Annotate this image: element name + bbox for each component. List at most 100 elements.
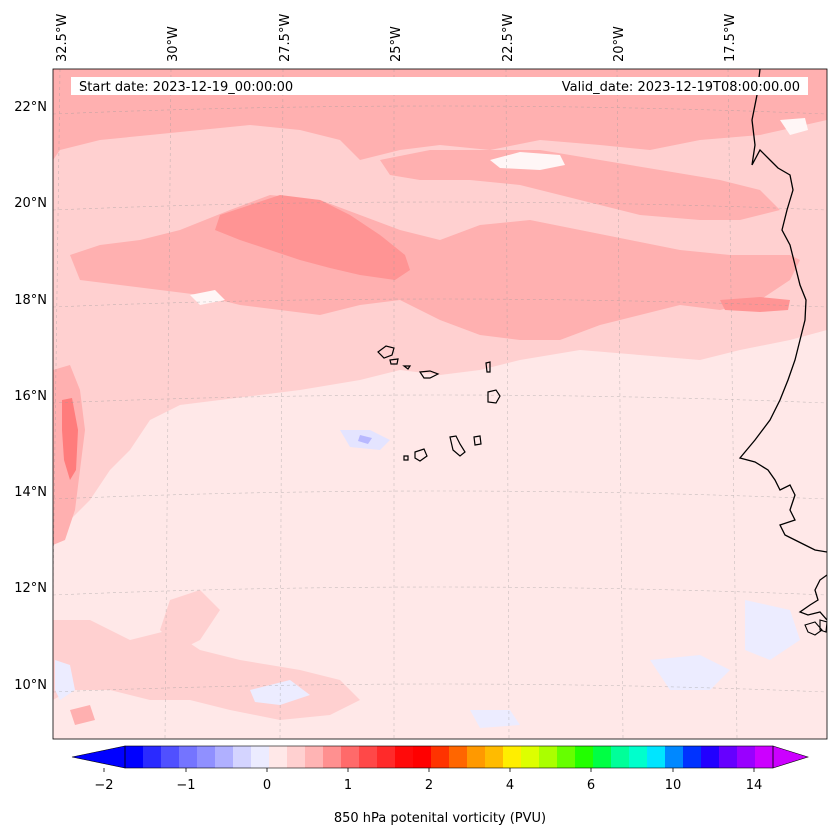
pv-contour-strong	[62, 398, 78, 480]
island-boa-vista	[487, 389, 501, 404]
colorbar-swatch	[593, 746, 612, 768]
lat-label: 12°N	[14, 581, 47, 596]
lat-label: 14°N	[14, 485, 47, 500]
colorbar-swatch	[647, 746, 666, 768]
colorbar-swatch	[269, 746, 288, 768]
colorbar-swatches	[125, 746, 774, 768]
colorbar-swatch	[431, 746, 450, 768]
pv-contour-negative	[650, 655, 730, 690]
island-sal	[485, 361, 491, 373]
colorbar-swatch	[413, 746, 432, 768]
colorbar-swatch	[305, 746, 324, 768]
colorbar-swatch	[683, 746, 702, 768]
pv-contour-negative	[250, 680, 310, 705]
colorbar-swatch	[143, 746, 162, 768]
colorbar-tick-label: −2	[94, 778, 113, 793]
colorbar-swatch	[629, 746, 648, 768]
pv-contour-negative	[55, 660, 75, 700]
africa-coastline	[738, 69, 827, 553]
island-santo-antao	[377, 345, 395, 359]
island-santiago	[449, 435, 466, 457]
meridian-line	[164, 69, 172, 739]
pv-contour-white	[490, 152, 565, 170]
colorbar-tick-label: −1	[176, 778, 195, 793]
pv-contour-negative	[470, 710, 520, 728]
lon-label: 20°W	[612, 26, 627, 62]
meridian-line	[505, 69, 510, 739]
colorbar-frame	[124, 745, 774, 769]
colorbar-tick-label: 14	[746, 778, 763, 793]
colorbar-swatch	[197, 746, 216, 768]
colorbar-swatch	[215, 746, 234, 768]
colorbar-swatch	[701, 746, 720, 768]
pv-contour-negative	[358, 435, 372, 444]
colorbar-swatch	[377, 746, 396, 768]
colorbar-swatch	[665, 746, 684, 768]
africa-coastline	[804, 619, 827, 636]
colorbar-under-arrow	[71, 745, 126, 769]
lat-label: 22°N	[14, 100, 47, 115]
colorbar-swatch	[755, 746, 774, 768]
colorbar-swatch	[737, 746, 756, 768]
colorbar-tick-label: 1	[344, 778, 352, 793]
parallel-line	[53, 683, 827, 693]
cape-verde-islands	[377, 345, 501, 462]
colorbar-swatch	[467, 746, 486, 768]
lon-label: 17.5°W	[723, 14, 738, 62]
valid-date-text: Valid_date: 2023-12-19T08:00:00.00	[562, 80, 800, 95]
colorbar-tick-label: 0	[263, 778, 271, 793]
pv-contour-light	[160, 590, 220, 650]
colorbar-swatch	[557, 746, 576, 768]
lon-label: 32.5°W	[55, 14, 70, 62]
lon-label: 25°W	[389, 26, 404, 62]
colorbar-swatch	[449, 746, 468, 768]
island-santa-luzia	[402, 365, 412, 370]
lon-label: 30°W	[166, 26, 181, 62]
pv-contour-negative	[745, 600, 800, 660]
colorbar-swatch	[233, 746, 252, 768]
colorbar-swatch	[485, 746, 504, 768]
colorbar-tick-label: 6	[587, 778, 595, 793]
colorbar-swatch	[125, 746, 144, 768]
lon-label: 27.5°W	[278, 14, 293, 62]
colorbar-swatch	[341, 746, 360, 768]
lat-label: 16°N	[14, 389, 47, 404]
colorbar-swatch	[719, 746, 738, 768]
colorbar-swatch	[611, 746, 630, 768]
map-panel	[53, 69, 827, 739]
colorbar-swatch	[539, 746, 558, 768]
parallel-line	[53, 298, 827, 308]
colorbar-swatch	[251, 746, 270, 768]
parallel-line	[53, 201, 827, 211]
map-frame	[52, 68, 828, 740]
island-fogo	[414, 448, 428, 462]
parallel-line	[53, 490, 827, 500]
colorbar-swatch	[395, 746, 414, 768]
meridian-line	[279, 69, 284, 739]
pv-contour-white	[780, 118, 808, 135]
graticule	[53, 69, 827, 739]
colorbar: −2 −1 0 1 2 4 6 10 14 850 hPa potenital …	[71, 745, 810, 826]
colorbar-swatch	[359, 746, 378, 768]
parallel-line	[53, 394, 827, 404]
island-maio	[473, 435, 482, 446]
colorbar-swatch	[575, 746, 594, 768]
parallel-line	[53, 586, 827, 596]
colorbar-swatch	[503, 746, 522, 768]
info-box	[71, 77, 808, 95]
colorbar-tick-label: 2	[425, 778, 433, 793]
lat-label: 10°N	[14, 678, 47, 693]
parallel-line	[53, 105, 827, 115]
lon-label: 22.5°W	[501, 14, 516, 62]
colorbar-swatch	[521, 746, 540, 768]
pv-contour-white	[190, 290, 225, 305]
africa-coastline	[798, 574, 827, 621]
colorbar-swatch	[179, 746, 198, 768]
colorbar-tick-label: 4	[506, 778, 514, 793]
island-sao-nicolau	[418, 370, 440, 379]
island-sao-vicente	[389, 358, 399, 365]
meridian-line	[616, 69, 624, 739]
latitude-labels: 22°N 20°N 18°N 16°N 14°N 12°N 10°N	[14, 100, 47, 693]
start-date-text: Start date: 2023-12-19_00:00:00	[79, 80, 293, 95]
